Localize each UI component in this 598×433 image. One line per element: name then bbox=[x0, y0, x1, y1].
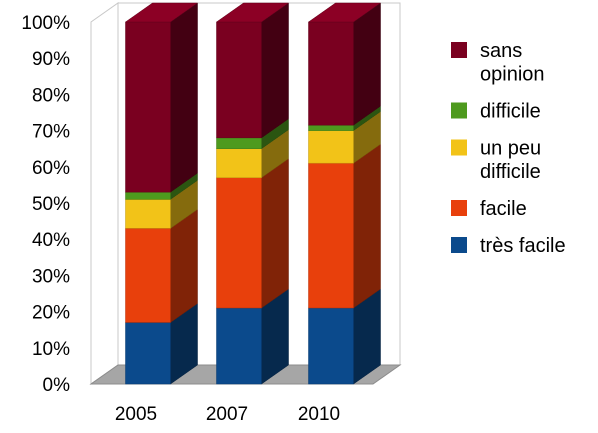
legend-swatch bbox=[451, 237, 467, 253]
x-tick-label: 2005 bbox=[115, 404, 157, 425]
y-tick-label: 0% bbox=[43, 375, 71, 396]
legend-swatch bbox=[451, 102, 467, 119]
bar-segment-side bbox=[261, 2, 289, 139]
y-tick-label: 90% bbox=[32, 49, 70, 70]
bar-segment-front bbox=[308, 21, 354, 126]
legend-label: un peu difficile bbox=[480, 138, 541, 184]
x-tick-label: 2007 bbox=[206, 404, 248, 425]
bar-segment-side bbox=[170, 2, 198, 193]
y-tick-label: 50% bbox=[32, 194, 70, 215]
bar-segment-side bbox=[261, 158, 289, 309]
legend-label: sans opinion bbox=[480, 40, 545, 86]
legend-swatch bbox=[451, 139, 467, 156]
legend-label: facile bbox=[480, 198, 527, 220]
bar-segment bbox=[307, 143, 382, 309]
legend-swatch bbox=[451, 200, 467, 216]
legend: sans opinion difficile un peu difficile facil… bbox=[451, 40, 566, 257]
bar-segment-side bbox=[353, 143, 381, 309]
bar-segment-side bbox=[353, 2, 381, 126]
bar-segment-front bbox=[216, 307, 262, 385]
bar-segment-front bbox=[308, 307, 354, 385]
bar-segment bbox=[124, 2, 199, 193]
y-tick-label: 60% bbox=[32, 158, 70, 179]
bar-segment-front bbox=[216, 21, 262, 139]
legend-item: sans opinion bbox=[451, 40, 545, 86]
bars-group bbox=[124, 2, 382, 385]
y-tick-label: 40% bbox=[32, 230, 70, 251]
x-axis: 2005 2007 2010 bbox=[115, 404, 340, 425]
bar-segment bbox=[215, 2, 290, 139]
y-tick-label: 30% bbox=[32, 266, 70, 287]
legend-label: très facile bbox=[480, 235, 566, 257]
bar-segment-front bbox=[125, 228, 171, 323]
bar-segment-front bbox=[308, 124, 354, 131]
bar-segment-top bbox=[307, 2, 382, 23]
legend-item: très facile bbox=[451, 235, 566, 257]
x-tick-label: 2010 bbox=[298, 404, 340, 425]
bar-segment-front bbox=[216, 177, 262, 309]
y-tick-label: 80% bbox=[32, 85, 70, 106]
bar-segment-front bbox=[125, 199, 171, 229]
y-tick-label: 70% bbox=[32, 122, 70, 143]
bar-segment-top bbox=[124, 2, 199, 23]
bar-segment-front bbox=[125, 21, 171, 193]
bar-segment-front bbox=[216, 137, 262, 149]
legend-item: facile bbox=[451, 198, 527, 220]
bar-segment-front bbox=[125, 191, 171, 200]
bar-segment bbox=[215, 158, 290, 309]
legend-label: difficile bbox=[480, 101, 541, 123]
bar-segment-front bbox=[216, 148, 262, 178]
bar-segment-front bbox=[308, 130, 354, 164]
y-tick-label: 20% bbox=[32, 303, 70, 324]
bar-segment bbox=[215, 288, 290, 385]
bar-segment-front bbox=[308, 162, 354, 309]
y-tick-label: 100% bbox=[21, 13, 70, 34]
side-wall bbox=[90, 2, 119, 385]
legend-swatch bbox=[451, 42, 467, 58]
bar-segment-side bbox=[170, 208, 198, 323]
y-tick-label: 10% bbox=[32, 339, 70, 360]
bar-segment-top bbox=[215, 2, 290, 23]
legend-item: un peu difficile bbox=[451, 138, 541, 184]
bar-segment-front bbox=[125, 322, 171, 385]
bar-segment bbox=[307, 2, 382, 126]
y-axis: 0% 10% 20% 30% 40% 50% 60% 70% 80% 90% 100% bbox=[21, 13, 70, 396]
legend-item: difficile bbox=[451, 101, 541, 123]
